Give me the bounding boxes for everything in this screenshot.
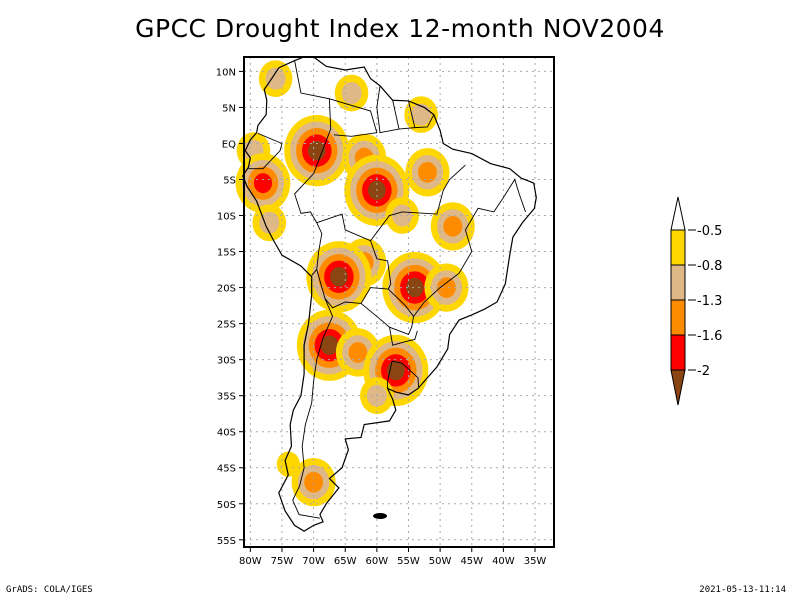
x-tick-label: 50W [429,556,452,567]
y-tick-label: 5S [223,176,236,187]
y-tick-label: 10N [216,67,236,78]
country-border [413,178,526,317]
drought-region [258,60,293,98]
country-border [392,100,415,130]
legend-label: -1.3 [697,294,722,309]
drought-region [306,241,372,313]
x-tick-label: 45W [460,556,483,567]
drought-region [385,197,419,234]
y-axis: 10N 5N EQ 5S 10S 15S 20S 25S 30S 35S 40S 45S 50S 55S [216,67,244,547]
drought-region [291,457,336,507]
x-tick-label: 55W [397,556,420,567]
x-tick-label: 40W [492,556,515,567]
legend-label: -1.6 [697,329,722,344]
drought-contour [320,335,339,355]
drought-contour [253,173,273,194]
drought-contour [418,161,437,183]
drought-contour [341,81,362,105]
drought-fills [235,60,475,507]
grid-lines [244,57,554,547]
legend-swatch [670,334,686,371]
y-tick-label: 15S [217,248,236,259]
x-tick-label: 35W [524,556,547,567]
drought-region [276,451,300,477]
south-america-coastline [242,56,537,532]
country-border [360,288,415,335]
drought-region [284,115,350,187]
drought-region [405,148,450,197]
legend-arrow-bottom [670,369,686,406]
y-tick-label: 40S [217,428,236,439]
legend-label: -0.5 [697,224,722,239]
drought-contour [348,342,368,363]
x-tick-label: 80W [239,556,262,567]
drought-contour [330,267,348,287]
legend-arrow-top [670,196,686,231]
x-axis: 80W 75W 70W 65W 60W 55W 50W 45W 40W 35W [239,547,546,567]
x-tick-label: 70W [302,556,325,567]
country-border [389,327,418,346]
drought-contour [259,211,280,234]
drought-contour [436,277,456,298]
colorbar-legend: -0.5 -0.8 -1.3 -1.6 -2 [670,196,722,406]
drought-region [430,202,475,251]
legend-swatch [670,264,686,301]
country-border [248,132,283,170]
country-border [329,98,378,137]
falkland-islands [373,513,388,520]
y-tick-label: 30S [217,356,236,367]
legend-swatch [670,299,686,336]
coastlines [242,56,537,532]
legend-label: -2 [697,364,710,379]
drought-region [334,74,369,112]
y-tick-label: 35S [217,392,236,403]
x-tick-label: 60W [366,556,389,567]
y-tick-label: EQ [222,139,236,150]
country-border [376,85,400,134]
y-tick-label: 5N [222,103,236,114]
country-border [292,298,334,519]
x-tick-label: 75W [271,556,294,567]
drought-region [252,204,287,242]
drought-contour [276,451,300,477]
footer-credit: GrADS: COLA/IGES [6,585,93,595]
drought-region [382,251,448,324]
drought-contour [265,67,286,90]
country-border [391,360,420,388]
country-border [370,164,466,242]
drought-contour [443,215,463,237]
map-frame [243,56,555,548]
drought-region [424,263,469,312]
country-border [316,213,392,290]
country-border [387,360,393,389]
map-title: GPCC Drought Index 12-month NOV2004 [135,14,665,43]
country-border [408,100,435,129]
y-tick-label: 20S [217,284,236,295]
y-tick-label: 10S [217,212,236,223]
country-border [294,173,323,276]
footer-timestamp: 2021-05-13-11:14 [699,585,786,595]
x-tick-label: 65W [334,556,357,567]
drought-contour [405,277,424,298]
drought-contour [411,103,432,126]
y-tick-label: 50S [217,500,236,511]
y-tick-label: 25S [217,320,236,331]
drought-contour [392,204,413,227]
drought-contour [307,140,326,161]
y-tick-label: 55S [217,536,236,547]
legend-label: -0.8 [697,259,722,274]
drought-contour [304,471,324,493]
y-tick-label: 45S [217,464,236,475]
legend-swatch [670,229,686,266]
